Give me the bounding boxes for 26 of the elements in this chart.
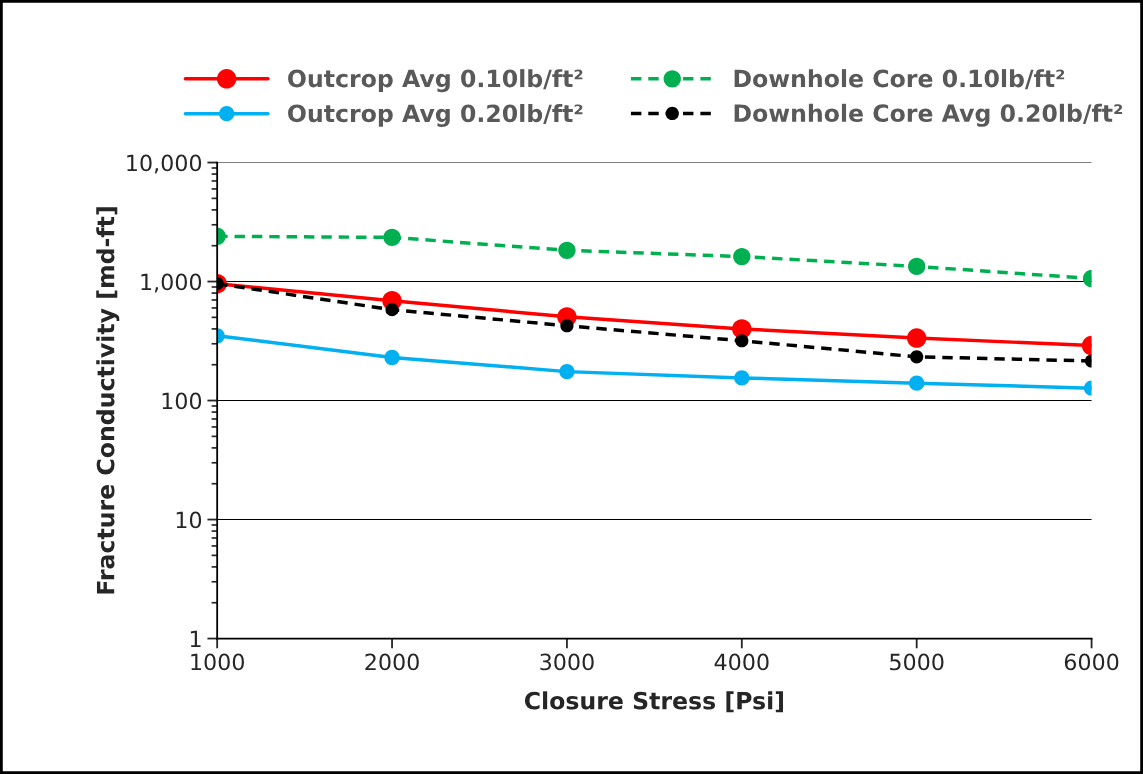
point [385, 303, 399, 317]
y-tick-label: 100 [162, 392, 202, 410]
y-tick-label: 1 [190, 630, 201, 647]
x-tick-label: 6000 [1064, 653, 1119, 671]
legend-label: Outcrop Avg 0.20lb/ft² [288, 103, 583, 128]
legend-label: Downhole Core 0.10lb/ft² [734, 69, 1065, 90]
x-tick-label: 5000 [890, 653, 944, 671]
y-axis-title: Fracture Conductivity [md-ft] [96, 207, 120, 594]
x-axis-title: Closure Stress [Psi] [524, 691, 783, 713]
point [560, 319, 574, 333]
x-tick-label: 4000 [714, 653, 769, 671]
point [734, 370, 750, 386]
legend-label: Outcrop Avg 0.10lb/ft² [288, 69, 583, 93]
y-tick-label: 10,000 [127, 154, 202, 174]
x-tick-label: 1000 [191, 653, 244, 671]
point [733, 247, 751, 266]
point [558, 241, 576, 259]
y-tick-label: 10 [176, 511, 202, 529]
x-tick-label: 2000 [365, 653, 419, 671]
legend-label: Downhole Core Avg 0.20lb/ft² [734, 103, 1123, 127]
point [384, 349, 400, 366]
point [735, 334, 749, 348]
point [383, 228, 401, 247]
y-tick-label: 1,000 [141, 273, 202, 293]
point [559, 363, 575, 380]
x-tick-label: 3000 [540, 653, 594, 671]
